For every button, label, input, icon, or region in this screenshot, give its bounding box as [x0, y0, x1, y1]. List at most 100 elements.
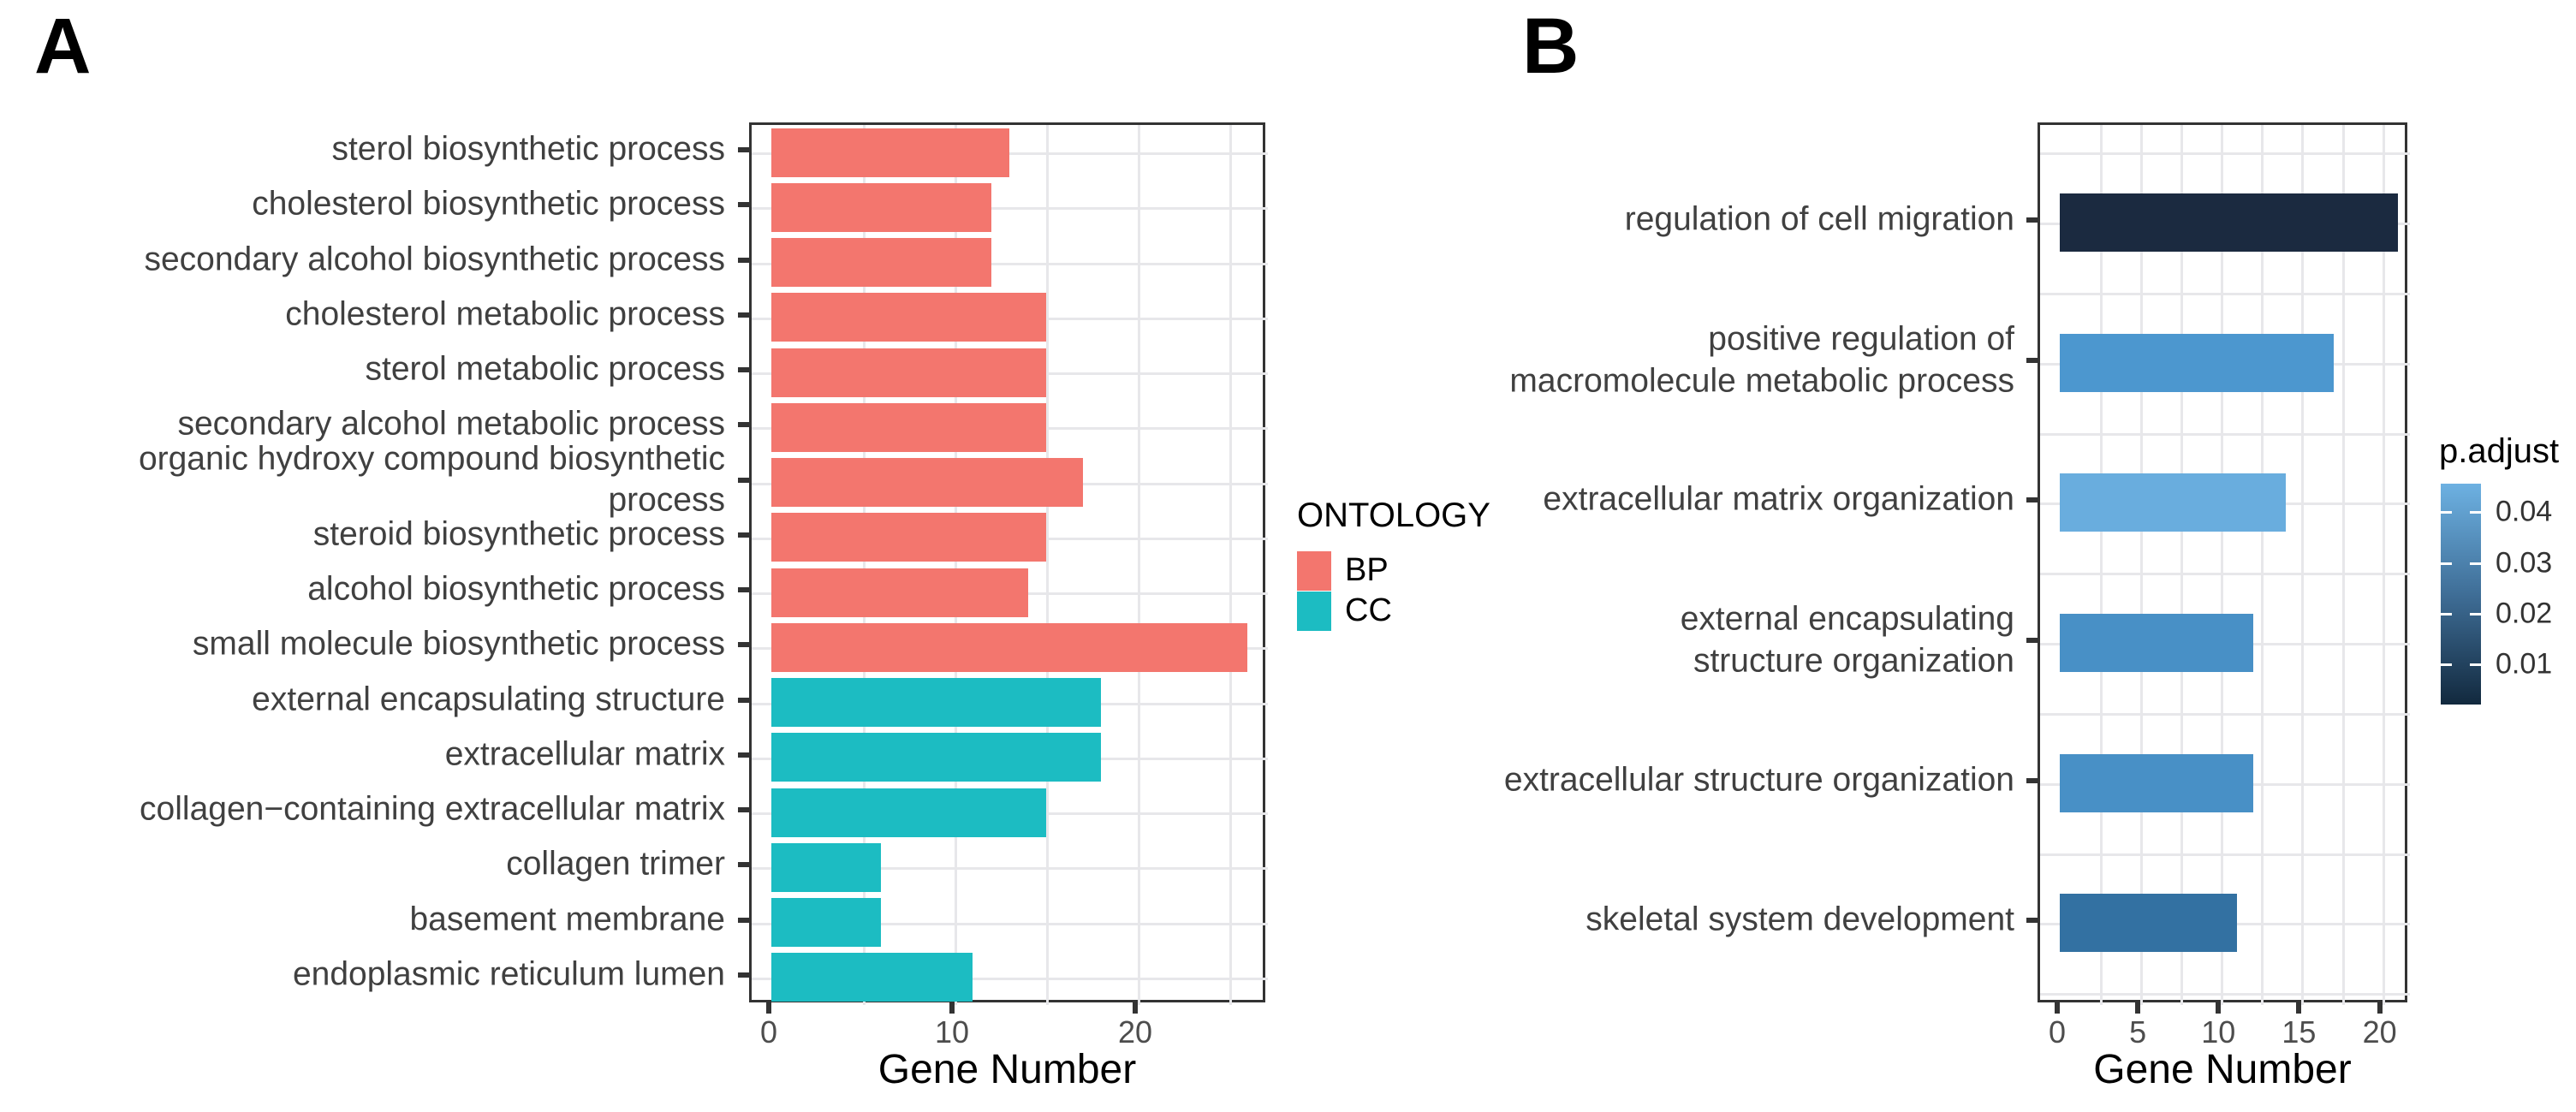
category-label-sterol-metabolic-process: sterol metabolic process — [365, 350, 725, 388]
gridline-horizontal — [752, 867, 1268, 871]
gridline-horizontal — [2040, 152, 2410, 155]
category-label-organic-hydroxy-compound-biosynthetic-pr: organic hydroxy compound biosynthetic pr… — [138, 439, 725, 519]
gridline-vertical — [2221, 125, 2224, 1005]
category-label-collagen-trimer: collagen trimer — [506, 846, 725, 883]
bar-basement-membrane — [771, 898, 882, 948]
y-axis-tick — [738, 917, 749, 923]
category-label-secondary-alcohol-biosynthetic-process: secondary alcohol biosynthetic process — [144, 241, 725, 278]
y-axis-tick — [738, 367, 749, 373]
x-axis-tick-label: 0 — [2048, 1014, 2067, 1050]
y-axis-tick — [738, 422, 749, 428]
bar-positive-regulation-of-macromolecule-met — [2060, 334, 2335, 392]
y-axis-tick — [2026, 778, 2038, 783]
gridline-vertical — [2261, 125, 2264, 1005]
y-axis-tick — [2026, 358, 2038, 363]
gridline-vertical — [2382, 125, 2385, 1005]
x-axis-tick — [949, 1002, 955, 1014]
colorbar-tick — [2441, 562, 2452, 565]
colorbar-tick — [2470, 510, 2481, 514]
bar-alcohol-biosynthetic-process — [771, 568, 1028, 617]
category-label-basement-membrane: basement membrane — [409, 901, 725, 938]
x-axis-tick — [2216, 1002, 2222, 1014]
x-axis-tick — [2135, 1002, 2141, 1014]
colorbar-tick-label: 0.02 — [2496, 597, 2553, 630]
bar-extracellular-matrix — [771, 733, 1102, 782]
category-label-skeletal-system-development: skeletal system development — [1585, 901, 2014, 938]
x-axis-tick — [766, 1002, 771, 1014]
category-label-extracellular-matrix: extracellular matrix — [444, 735, 725, 773]
category-label-sterol-biosynthetic-process: sterol biosynthetic process — [331, 130, 725, 168]
gridline-horizontal — [2040, 853, 2410, 856]
bar-collagen-trimer — [771, 842, 882, 892]
ontology-legend: ONTOLOGY BP CC — [1297, 497, 1490, 631]
category-label-cholesterol-biosynthetic-process: cholesterol biosynthetic process — [252, 186, 725, 223]
gridline-horizontal — [2040, 432, 2410, 436]
gridline-vertical — [2140, 125, 2144, 1005]
bar-organic-hydroxy-compound-biosynthetic-pr — [771, 458, 1083, 508]
bar-cholesterol-metabolic-process — [771, 293, 1046, 342]
gridline-horizontal — [752, 977, 1268, 980]
panel-b-letter: B — [1522, 3, 1580, 90]
colorbar-tick-label: 0.03 — [2496, 546, 2553, 580]
bar-external-encapsulating-structure — [771, 678, 1102, 728]
gridline-vertical — [2301, 125, 2305, 1005]
gridline-horizontal — [752, 207, 1268, 211]
bar-endoplasmic-reticulum-lumen — [771, 953, 973, 1002]
x-axis-tick-label: 20 — [1117, 1014, 1153, 1050]
y-axis-tick — [2026, 497, 2038, 502]
category-label-small-molecule-biosynthetic-process: small molecule biosynthetic process — [192, 626, 725, 663]
panel-b-plot-area — [2038, 122, 2410, 1005]
legend-item-bp-label: BP — [1345, 552, 1389, 588]
legend-item-bp: BP — [1297, 550, 1490, 591]
gridline-vertical — [2100, 125, 2103, 1005]
category-label-alcohol-biosynthetic-process: alcohol biosynthetic process — [307, 570, 725, 608]
x-axis-tick-label: 0 — [759, 1014, 778, 1050]
y-axis-tick — [2026, 217, 2038, 223]
gridline-vertical — [1138, 125, 1140, 1005]
x-axis-tick-label: 15 — [2282, 1014, 2317, 1050]
y-axis-tick — [738, 972, 749, 978]
bar-cholesterol-biosynthetic-process — [771, 182, 991, 232]
x-axis-tick-label: 10 — [934, 1014, 970, 1050]
bar-sterol-metabolic-process — [771, 348, 1046, 397]
category-label-external-encapsulating-structure: external encapsulating structure — [252, 681, 725, 718]
category-label-external-encapsulating-structure-organiz: external encapsulating structure organiz… — [1680, 600, 2014, 679]
bar-extracellular-matrix-organization — [2060, 473, 2286, 532]
gridline-horizontal — [752, 922, 1268, 925]
category-label-regulation-of-cell-migration: regulation of cell migration — [1624, 200, 2014, 238]
bar-sterol-biosynthetic-process — [771, 128, 1010, 177]
panel-a-plot-area — [749, 122, 1268, 1005]
category-label-collagen-containing-extracellular-matrix: collagen−containing extracellular matrix — [140, 790, 725, 828]
y-axis-tick — [738, 257, 749, 263]
legend-item-cc-label: CC — [1345, 592, 1392, 628]
bar-collagen-containing-extracellular-matrix — [771, 788, 1046, 837]
y-axis-tick — [2026, 638, 2038, 643]
colorbar-tick-label: 0.01 — [2496, 647, 2553, 681]
colorbar-tick — [2441, 612, 2452, 615]
colorbar-tick — [2470, 612, 2481, 615]
cc-color-swatch — [1297, 591, 1331, 631]
ontology-legend-title: ONTOLOGY — [1297, 497, 1490, 534]
y-axis-tick — [738, 532, 749, 538]
bar-skeletal-system-development — [2060, 894, 2238, 952]
y-axis-tick — [738, 862, 749, 868]
x-axis-tick — [2377, 1002, 2383, 1014]
category-label-extracellular-matrix-organization: extracellular matrix organization — [1543, 480, 2014, 518]
category-label-endoplasmic-reticulum-lumen: endoplasmic reticulum lumen — [292, 955, 725, 993]
y-axis-tick — [738, 312, 749, 318]
x-axis-tick-label: 10 — [2201, 1014, 2236, 1050]
gridline-horizontal — [2040, 293, 2410, 295]
x-axis-tick-label: 5 — [2129, 1014, 2147, 1050]
x-axis-tick-label: 20 — [2362, 1014, 2397, 1050]
category-label-extracellular-structure-organization: extracellular structure organization — [1503, 761, 2014, 799]
gridline-vertical — [955, 125, 957, 1005]
panel-a-xaxis-title: Gene Number — [878, 1047, 1137, 1092]
bar-secondary-alcohol-biosynthetic-process — [771, 238, 991, 288]
bp-color-swatch — [1297, 550, 1331, 591]
y-axis-tick — [738, 752, 749, 758]
gridline-vertical — [2341, 125, 2345, 1005]
gridline-horizontal — [2040, 713, 2410, 716]
x-axis-tick — [2055, 1002, 2060, 1014]
bar-small-molecule-biosynthetic-process — [771, 622, 1248, 672]
colorbar-tick-label: 0.04 — [2496, 495, 2553, 528]
